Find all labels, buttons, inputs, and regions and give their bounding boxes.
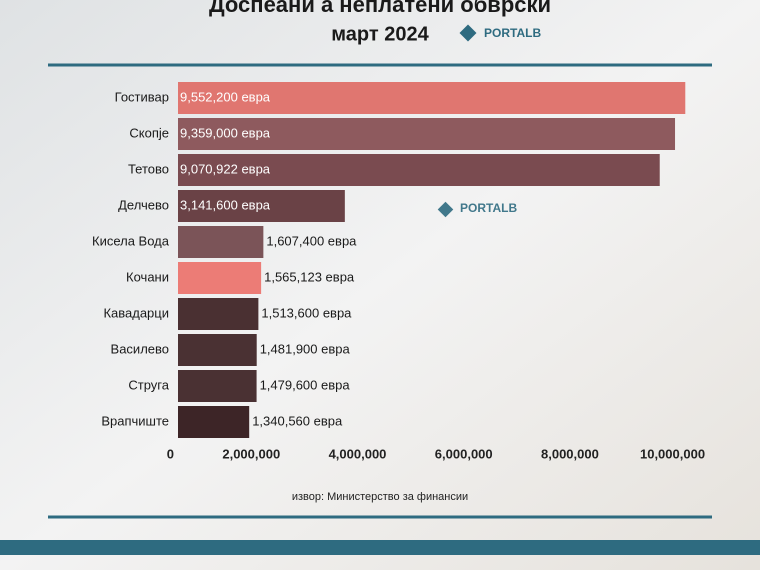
x-tick-label: 8,000,000	[541, 446, 599, 461]
y-tick-label: Василево	[111, 341, 169, 356]
value-label: 3,141,600 евра	[180, 197, 271, 212]
bar	[178, 370, 257, 402]
watermark: PORTALB	[437, 201, 517, 218]
bar	[178, 226, 264, 258]
value-label: 9,070,922 евра	[180, 161, 271, 176]
value-label: 9,359,000 евра	[180, 125, 271, 140]
bar	[178, 298, 259, 330]
y-tick-label: Струга	[128, 377, 169, 392]
y-tick-label: Кочани	[126, 269, 169, 284]
value-label: 1,340,560 евра	[252, 413, 343, 428]
bar	[178, 334, 257, 366]
x-tick-label: 2,000,000	[222, 446, 280, 461]
bar	[178, 406, 250, 438]
bar	[178, 82, 686, 114]
x-tick-label: 10,000,000	[640, 446, 705, 461]
y-tick-label: Делчево	[118, 197, 169, 212]
value-label: 1,565,123 евра	[264, 269, 355, 284]
footer-band	[0, 540, 760, 555]
y-tick-label: Врапчиште	[101, 413, 169, 428]
y-tick-label: Гостивар	[115, 89, 169, 104]
logo-text: PORTALB	[484, 26, 541, 40]
bar	[178, 262, 262, 294]
value-label: 1,481,900 евра	[260, 341, 351, 356]
chart-title: Доспеани а неплатени обврски	[209, 0, 551, 17]
chart-subtitle: март 2024	[331, 23, 429, 45]
value-label: 9,552,200 евра	[180, 89, 271, 104]
x-tick-label: 6,000,000	[435, 446, 493, 461]
y-tick-label: Кавадарци	[103, 305, 169, 320]
x-tick-label: 0	[167, 446, 174, 461]
x-tick-label: 4,000,000	[329, 446, 387, 461]
watermark-text: PORTALB	[460, 201, 517, 215]
watermark-icon	[437, 201, 454, 218]
source: извор: Министерство за финансии	[292, 491, 468, 503]
bar	[178, 190, 345, 222]
bar	[178, 154, 660, 186]
bar	[178, 118, 676, 150]
value-label: 1,479,600 евра	[260, 377, 351, 392]
y-tick-label: Тетово	[128, 161, 169, 176]
value-label: 1,513,600 евра	[261, 305, 352, 320]
y-tick-label: Кисела Вода	[92, 233, 170, 248]
y-tick-label: Скопје	[129, 125, 169, 140]
value-label: 1,607,400 евра	[266, 233, 357, 248]
